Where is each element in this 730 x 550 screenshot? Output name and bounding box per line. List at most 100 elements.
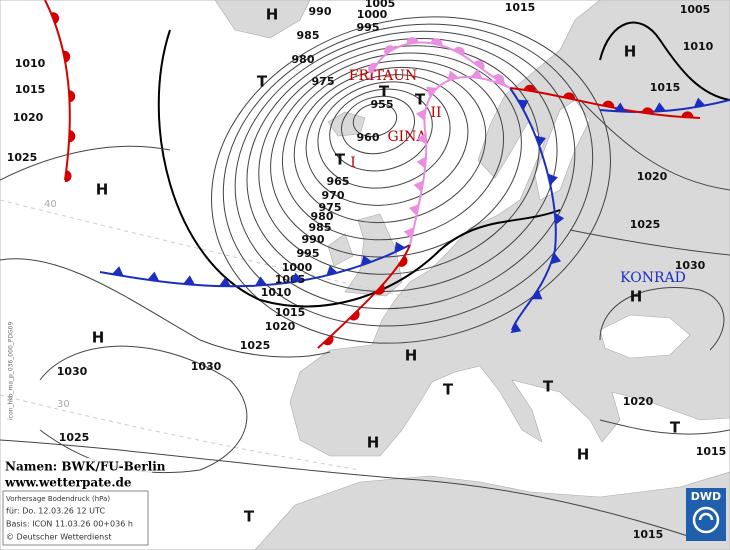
isobar [569, 229, 730, 256]
cold-front-triangle [510, 322, 522, 334]
warm-front-semicircle [430, 38, 443, 46]
isobar-label: 985 [297, 29, 320, 42]
cold-front-triangle [416, 156, 427, 169]
isobar-label: 1025 [7, 151, 38, 164]
info-box [2, 490, 149, 546]
isobar-label: 1015 [650, 81, 681, 94]
isobar-label: 1030 [191, 360, 222, 373]
isobar-label: 975 [319, 201, 342, 214]
isobar-label: 1020 [623, 395, 654, 408]
cold-front-triangle [653, 102, 666, 112]
isobar-label: 995 [357, 21, 380, 34]
logo-text: DWD [691, 490, 721, 503]
cold-front-triangle [613, 102, 626, 112]
warm-front-semicircle [63, 50, 71, 63]
ireland [327, 233, 354, 267]
credits-bg [2, 458, 152, 490]
side-code: icon_hkb_ma_p_036_000_PDG09 [8, 322, 15, 420]
isobar-label: 1015 [696, 445, 727, 458]
pressure-center: H [405, 347, 418, 365]
isobar-label: 985 [309, 221, 332, 234]
cold-front-triangle [547, 173, 558, 186]
pressure-center: T [244, 508, 255, 526]
roman-numeral: I [350, 155, 356, 171]
isobar-1015 [157, 29, 561, 308]
logo-swirl [692, 506, 720, 534]
isobar-label: 980 [292, 53, 315, 66]
info-product: Vorhersage Bodendruck (hPa) [6, 495, 110, 503]
isobar-label: 1025 [59, 431, 90, 444]
warm-front-semicircle [64, 170, 72, 183]
cold-front-triangle [554, 212, 565, 225]
warm-front [44, 0, 71, 181]
isobar [579, 99, 730, 191]
africa [254, 471, 730, 550]
isobar-label: 1015 [275, 306, 306, 319]
pressure-center: T [335, 151, 346, 169]
isobar [329, 88, 433, 172]
warm-front [317, 244, 411, 349]
isobar [599, 419, 730, 435]
pressure-center: T [670, 419, 681, 437]
isobar-label: 1015 [505, 1, 536, 14]
isobar-label: 1005 [365, 0, 396, 10]
warm-front [509, 87, 701, 119]
cold-front-triangle [413, 180, 424, 193]
warm-front-semicircle [384, 45, 396, 55]
isobar-label: 1000 [282, 261, 313, 274]
cold-front-triangle [531, 289, 543, 300]
isobar [599, 286, 725, 351]
isobar-label: 1015 [15, 83, 46, 96]
warm-front-semicircle [602, 100, 615, 108]
warm-front-semicircle [323, 335, 334, 346]
pressure-center: H [630, 288, 643, 306]
warm-front-semicircle [681, 111, 694, 118]
cold-front-triangle [426, 86, 438, 98]
isobar-label: 970 [322, 189, 345, 202]
isobar [352, 103, 398, 137]
isobar-label: 955 [371, 98, 394, 111]
pressure-center: T [257, 73, 268, 91]
pressure-center: T [415, 91, 426, 109]
warm-front-semicircle [406, 37, 419, 44]
latitude-label: 40 [44, 199, 57, 210]
isobar-label: 1015 [633, 528, 664, 541]
isobar [246, 38, 558, 292]
credits-names: Namen: BWK/FU-Berlin [5, 460, 166, 474]
isobar [258, 45, 540, 275]
cold-front-triangle [550, 252, 562, 265]
pressure-center: H [577, 446, 590, 464]
cold-front-triangle [535, 135, 546, 147]
isobar-label: 965 [327, 175, 350, 188]
warm-front-semicircle [349, 310, 360, 321]
isobar-label: 1010 [683, 40, 714, 53]
warm-front-semicircle [68, 130, 76, 143]
isobar [0, 258, 331, 358]
isobar [317, 81, 451, 189]
isobar-label: 990 [309, 5, 332, 18]
isobar-label: 995 [297, 247, 320, 260]
cold-front-triangle [408, 203, 420, 216]
roman-numeral: II [430, 105, 441, 121]
warm-front-semicircle [398, 255, 408, 267]
pressure-center: H [96, 181, 109, 199]
cold-front-triangle [470, 68, 483, 79]
occluded-front [409, 76, 511, 246]
cold-front-triangle [147, 271, 160, 282]
warm-front-semicircle [50, 12, 60, 24]
cold-front [509, 87, 557, 331]
warm-front-semicircle [563, 92, 576, 100]
info-copyright: © Deutscher Wetterdienst [6, 533, 112, 542]
pressure-center: H [92, 329, 105, 347]
cold-front-triangle [290, 272, 303, 283]
isobar [270, 52, 522, 258]
isobar-label: 1000 [357, 8, 388, 21]
cold-front-triangle [417, 132, 427, 145]
info-valid: für: Do. 12.03.26 12 UTC [6, 507, 105, 516]
credits-website: www.wetterpate.de [4, 476, 132, 490]
isobar-label: 1020 [265, 320, 296, 333]
isobar [0, 145, 171, 181]
isobar-label: 1025 [240, 339, 271, 352]
cold-front-triangle [415, 108, 426, 121]
